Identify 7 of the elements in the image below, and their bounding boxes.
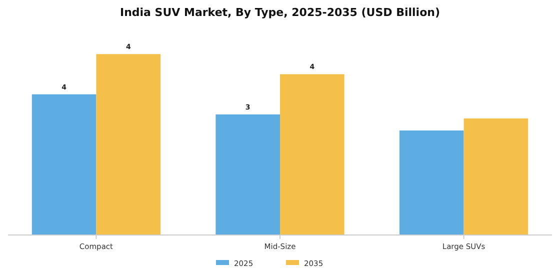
- bar: [399, 130, 464, 235]
- bar: [96, 54, 161, 235]
- bar: [216, 114, 280, 235]
- chart-title: India SUV Market, By Type, 2025-2035 (USD Billion): [120, 6, 440, 19]
- bar: [464, 118, 528, 235]
- bar: [32, 94, 96, 235]
- bar: [280, 74, 344, 235]
